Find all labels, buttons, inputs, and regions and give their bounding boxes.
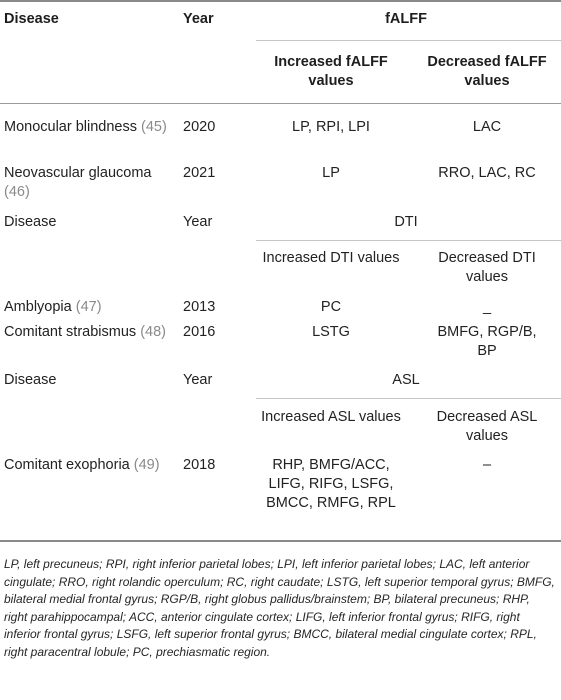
table-row-year: 2018 [183,457,216,473]
table-row-decreased: BMFG, RGP/B, BP [437,324,537,359]
asl-header-disease: Disease [4,372,57,388]
asl-subheader-rule [256,398,561,399]
header-bottom-rule [0,103,561,104]
table-row-decreased: LAC [472,119,502,135]
reference-link[interactable]: (45) [141,119,167,135]
table-row-increased: LSTG [312,324,350,340]
table-row-decreased: – [482,457,492,473]
header-increased-falff: Increased fALFF values [274,54,388,89]
falff-subheader-rule [256,40,561,41]
table-row-disease: Amblyopia (47) [4,299,102,315]
table-row-disease: Comitant strabismus (48) [4,324,166,340]
reference-link[interactable]: (47) [75,299,102,315]
dti-header-decreased: Decreased DTI values [438,250,536,285]
table-row-decreased: RRO, LAC, RC [438,165,536,181]
header-disease: Disease [4,11,59,27]
asl-header-decreased: Decreased ASL values [436,409,538,444]
table-row-year: 2016 [183,324,216,340]
table-row-increased: PC [320,299,342,315]
asl-header-increased: Increased ASL values [261,409,401,425]
table-footnote: LP, left precuneus; RPI, right inferior … [4,557,555,659]
header-year: Year [183,11,214,27]
table-top-rule [0,0,561,2]
table-row-year: 2021 [183,165,216,181]
table-row-decreased: _ [482,299,492,315]
table-row-disease: Comitant exophoria (49) [4,457,160,473]
dti-header-year: Year [183,214,213,230]
table-bottom-rule [0,540,561,542]
header-decreased-falff: Decreased fALFF values [427,54,547,89]
dti-subheader-rule [256,240,561,241]
table-row-disease: Neovascular glaucoma (46) [4,165,152,200]
dti-header-group: DTI [394,214,418,230]
table-row-increased: RHP, BMFG/ACC, LIFG, RIFG, LSFG, BMCC, R… [266,457,396,511]
table-row-increased: LP [322,165,340,181]
dti-header-disease: Disease [4,214,57,230]
table-row-disease: Monocular blindness (45) [4,119,167,135]
table-row-year: 2013 [183,299,216,315]
reference-link[interactable]: (49) [133,457,160,473]
header-falff: fALFF [385,11,427,27]
asl-header-group: ASL [392,372,420,388]
reference-link[interactable]: (46) [4,184,30,200]
asl-header-year: Year [183,372,213,388]
table-row-year: 2020 [183,119,216,135]
table-row-increased: LP, RPI, LPI [292,119,370,135]
reference-link[interactable]: (48) [140,324,166,340]
dti-header-increased: Increased DTI values [262,250,400,266]
